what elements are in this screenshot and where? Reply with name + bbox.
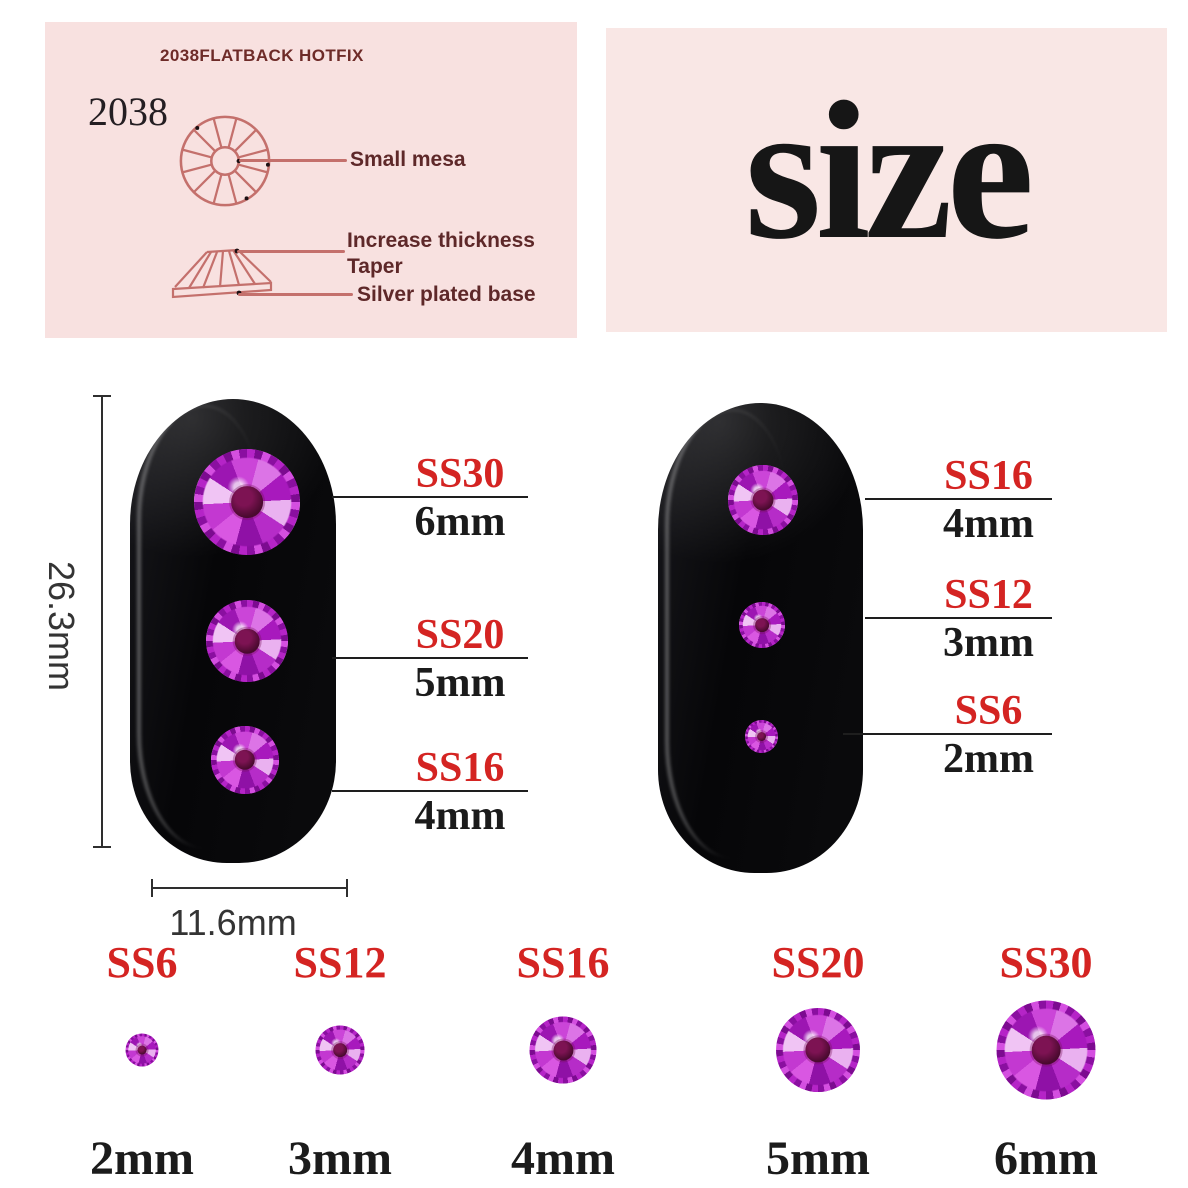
callout-line bbox=[865, 498, 1052, 500]
size-row-item-ss20: SS20 5mm bbox=[723, 941, 913, 1188]
size-panel: size bbox=[606, 28, 1167, 332]
callout-line bbox=[332, 657, 528, 659]
size-row-item-ss6: SS6 2mm bbox=[47, 941, 237, 1188]
width-dimension-label: 11.6mm bbox=[169, 902, 297, 943]
rhinestone-ss6-on-right-nail bbox=[745, 720, 778, 753]
stone-code: SS12 bbox=[293, 938, 387, 987]
stone-size: 3mm bbox=[288, 1132, 392, 1185]
label-silver-plated-base: Silver plated base bbox=[357, 283, 536, 306]
stone-size: 6mm bbox=[994, 1132, 1098, 1185]
model-number: 2038 bbox=[88, 89, 168, 134]
stone-code: SS6 bbox=[954, 688, 1023, 734]
label-taper: Taper bbox=[347, 255, 403, 278]
label-small-mesa: Small mesa bbox=[350, 148, 466, 171]
stone-size: 2mm bbox=[90, 1132, 194, 1185]
dimension-bar bbox=[151, 887, 348, 889]
leader-line-base bbox=[238, 293, 353, 296]
stone-code: SS16 bbox=[516, 938, 610, 987]
size-row-item-ss16: SS16 4mm bbox=[468, 941, 658, 1188]
stone-code: SS6 bbox=[106, 938, 178, 987]
leader-line-thickness bbox=[237, 250, 345, 253]
rhinestone-ss20-on-left-nail bbox=[206, 600, 288, 682]
stone-size: 6mm bbox=[414, 499, 506, 545]
rhinestone-ss16-on-right-nail bbox=[728, 465, 798, 535]
stone-code: SS20 bbox=[771, 938, 865, 987]
rhinestone-sample-ss30 bbox=[996, 1000, 1096, 1100]
stone-code: SS20 bbox=[415, 612, 505, 658]
rhinestone-ss12-on-right-nail bbox=[739, 602, 785, 648]
stone-code: SS16 bbox=[944, 453, 1033, 499]
stone-size: 5mm bbox=[766, 1132, 870, 1185]
stone-size: 4mm bbox=[414, 793, 506, 839]
stone-size: 2mm bbox=[943, 736, 1034, 782]
size-row-item-ss30: SS30 6mm bbox=[951, 941, 1141, 1188]
width-dimension-line bbox=[151, 879, 348, 897]
leader-line-small-mesa bbox=[239, 159, 347, 162]
callout-ss16-left: SS16 4mm bbox=[332, 746, 528, 838]
callout-line bbox=[332, 496, 528, 498]
callout-ss20: SS20 5mm bbox=[332, 613, 528, 705]
dimension-cap bbox=[93, 846, 111, 848]
flatback-top-view-icon bbox=[179, 115, 271, 207]
spec-panel-title: 2038FLATBACK HOTFIX bbox=[160, 46, 364, 65]
stone-size: 3mm bbox=[943, 620, 1034, 666]
callout-ss12: SS12 3mm bbox=[865, 573, 1052, 665]
size-panel-word: size bbox=[744, 60, 1035, 280]
callout-line bbox=[332, 790, 528, 792]
rhinestone-ss16-on-left-nail bbox=[211, 726, 279, 794]
stone-code: SS30 bbox=[999, 938, 1093, 987]
flatback-side-view-icon bbox=[171, 248, 273, 299]
rhinestone-sample-ss6 bbox=[125, 1033, 159, 1067]
height-dimension-label: 26.3mm bbox=[41, 560, 82, 692]
stone-size: 4mm bbox=[943, 501, 1034, 547]
size-row-item-ss12: SS12 3mm bbox=[245, 941, 435, 1188]
rhinestone-sample-ss20 bbox=[776, 1008, 860, 1092]
stone-code: SS30 bbox=[415, 451, 505, 497]
callout-ss6: SS6 2mm bbox=[843, 689, 1052, 781]
stone-size: 5mm bbox=[414, 660, 506, 706]
dimension-bar bbox=[101, 395, 103, 848]
stone-size: 4mm bbox=[511, 1132, 615, 1185]
rhinestone-sample-ss16 bbox=[529, 1016, 597, 1084]
callout-ss16-right: SS16 4mm bbox=[865, 454, 1052, 546]
spec-panel: 2038FLATBACK HOTFIX 2038 bbox=[45, 22, 577, 338]
stone-code: SS16 bbox=[415, 745, 505, 791]
stone-code: SS12 bbox=[944, 572, 1033, 618]
callout-line bbox=[865, 617, 1052, 619]
height-dimension-line bbox=[93, 395, 111, 848]
rhinestone-ss30-on-left-nail bbox=[194, 449, 300, 555]
label-increase-thickness: Increase thickness bbox=[347, 229, 535, 252]
callout-line bbox=[843, 733, 1052, 735]
callout-ss30: SS30 6mm bbox=[332, 452, 528, 544]
dimension-cap bbox=[346, 879, 348, 897]
rhinestone-sample-ss12 bbox=[315, 1025, 365, 1075]
